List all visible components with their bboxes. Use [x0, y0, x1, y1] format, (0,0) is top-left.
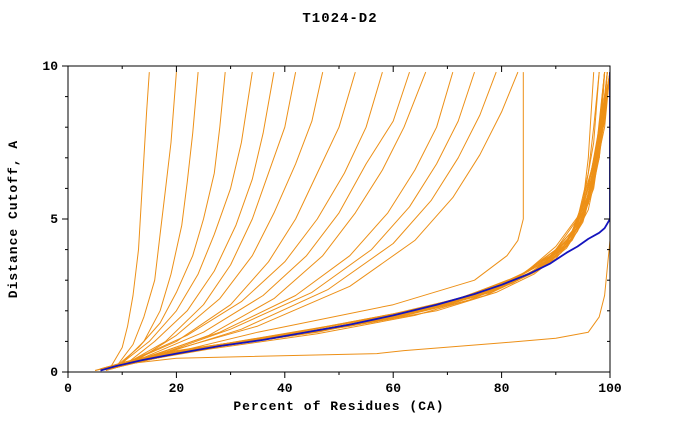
curve-model-10 [132, 71, 383, 361]
curve-model-02 [116, 72, 177, 367]
curve-highlighted-model [100, 72, 610, 372]
curve-model-04 [116, 72, 226, 367]
curve-model-39 [94, 240, 610, 371]
y-tick-label: 10 [42, 59, 58, 74]
curve-model-13 [138, 71, 454, 361]
curve-model-17 [143, 72, 524, 361]
curves-layer [94, 71, 610, 372]
curve-model-09 [127, 71, 356, 364]
x-tick-label: 80 [494, 381, 510, 396]
curve-model-40 [105, 72, 608, 371]
axes-layer: 0 20 40 60 80 100 0 5 10 [42, 59, 622, 396]
curve-model-01 [110, 72, 150, 367]
x-tick-label: 60 [385, 381, 401, 396]
curve-model-38 [100, 72, 610, 370]
x-axis-label: Percent of Residues (CA) [233, 399, 444, 414]
curve-model-08 [132, 71, 324, 364]
x-tick-label: 20 [169, 381, 185, 396]
x-tick-label: 100 [598, 381, 622, 396]
curve-model-06 [127, 72, 275, 364]
curve-model-11 [138, 71, 410, 361]
curve-model-05 [121, 72, 253, 364]
curve-model-15 [143, 71, 497, 361]
y-axis-label: Distance Cutoff, A [6, 140, 21, 298]
y-tick-label: 5 [50, 212, 58, 227]
curve-model-14 [143, 71, 475, 361]
curve-model-16 [149, 71, 519, 358]
x-tick-label: 40 [277, 381, 293, 396]
y-tick-label: 0 [50, 365, 58, 380]
chart-title: T1024-D2 [302, 11, 377, 27]
curve-model-07 [121, 72, 297, 367]
curve-model-12 [132, 71, 427, 364]
curve-model-03 [121, 72, 199, 364]
x-tick-label: 0 [64, 381, 72, 396]
